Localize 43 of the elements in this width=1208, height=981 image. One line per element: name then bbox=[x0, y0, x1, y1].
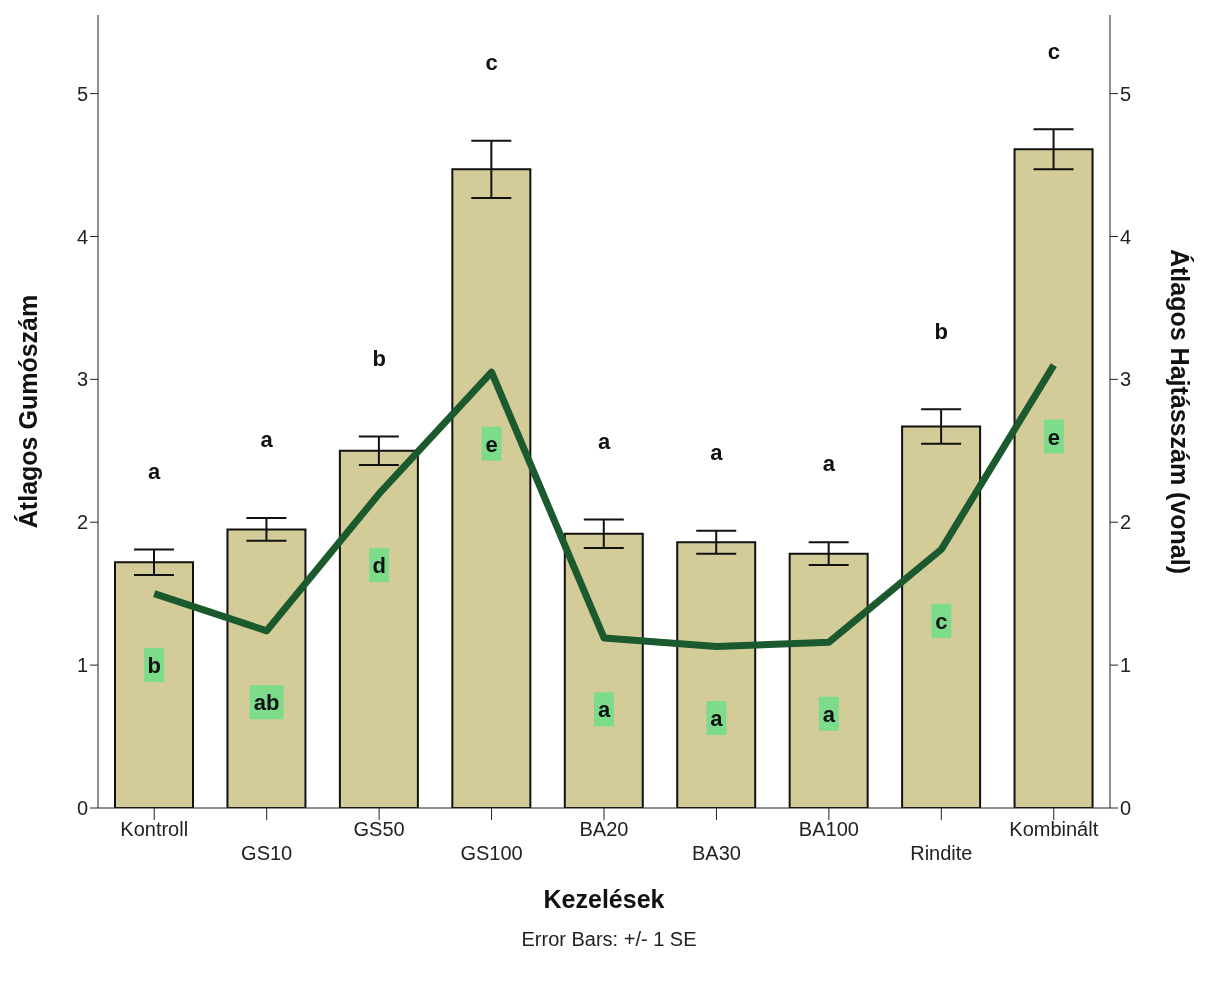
y2-tick-label: 4 bbox=[1120, 225, 1132, 248]
annotation: a bbox=[148, 458, 162, 484]
annotation: a bbox=[597, 697, 611, 723]
x-tick-label: BA100 bbox=[798, 818, 859, 840]
y-tick-label: 2 bbox=[76, 511, 88, 534]
y2-tick-label: 5 bbox=[1120, 82, 1132, 105]
x-tick-label: GS50 bbox=[353, 818, 405, 840]
annotation: c bbox=[485, 49, 498, 75]
annotation: d bbox=[372, 553, 386, 579]
y-tick-label: 3 bbox=[76, 368, 88, 391]
text: Error Bars: +/- 1 SE bbox=[520, 928, 698, 951]
y2-tick-label: 2 bbox=[1120, 511, 1132, 534]
x-tick-label: BA30 bbox=[691, 842, 741, 864]
annotation: e bbox=[1047, 424, 1060, 450]
annotation: e bbox=[485, 431, 498, 457]
annotation: a bbox=[597, 428, 611, 454]
annotation: b bbox=[147, 653, 161, 679]
annotation: a bbox=[822, 701, 836, 727]
x-tick-label: GS10 bbox=[241, 842, 293, 864]
x-tick-label: Kombinált bbox=[1009, 818, 1099, 840]
y2-tick-label: 0 bbox=[1120, 797, 1132, 820]
annotation: a bbox=[710, 440, 724, 466]
x-tick-label: Rindite bbox=[910, 842, 973, 864]
y2-axis-title: Átlagos Hajtásszám (vonal) bbox=[1166, 248, 1195, 575]
x-axis-title: Kezelések bbox=[543, 885, 665, 913]
x-tick-label: GS100 bbox=[460, 842, 523, 864]
x-tick-label: Kontroll bbox=[120, 818, 189, 840]
y-axis-title: Átlagos Gumószám bbox=[13, 294, 42, 529]
x-tick-label: BA20 bbox=[579, 818, 629, 840]
annotation: ab bbox=[253, 690, 280, 716]
annotation: a bbox=[260, 427, 274, 453]
annotation: b bbox=[934, 318, 949, 344]
annotation: c bbox=[935, 608, 948, 634]
annotation: c bbox=[1047, 38, 1060, 64]
annotation: b bbox=[372, 345, 386, 371]
y-tick-label: 4 bbox=[76, 225, 88, 248]
y2-tick-label: 1 bbox=[1120, 654, 1132, 677]
y2-tick-label: 3 bbox=[1120, 368, 1132, 391]
y-tick-label: 1 bbox=[76, 654, 88, 677]
y-tick-label: 5 bbox=[76, 82, 88, 105]
y-tick-label: 0 bbox=[76, 797, 88, 820]
annotation: a bbox=[822, 451, 836, 477]
annotation: a bbox=[710, 705, 724, 731]
